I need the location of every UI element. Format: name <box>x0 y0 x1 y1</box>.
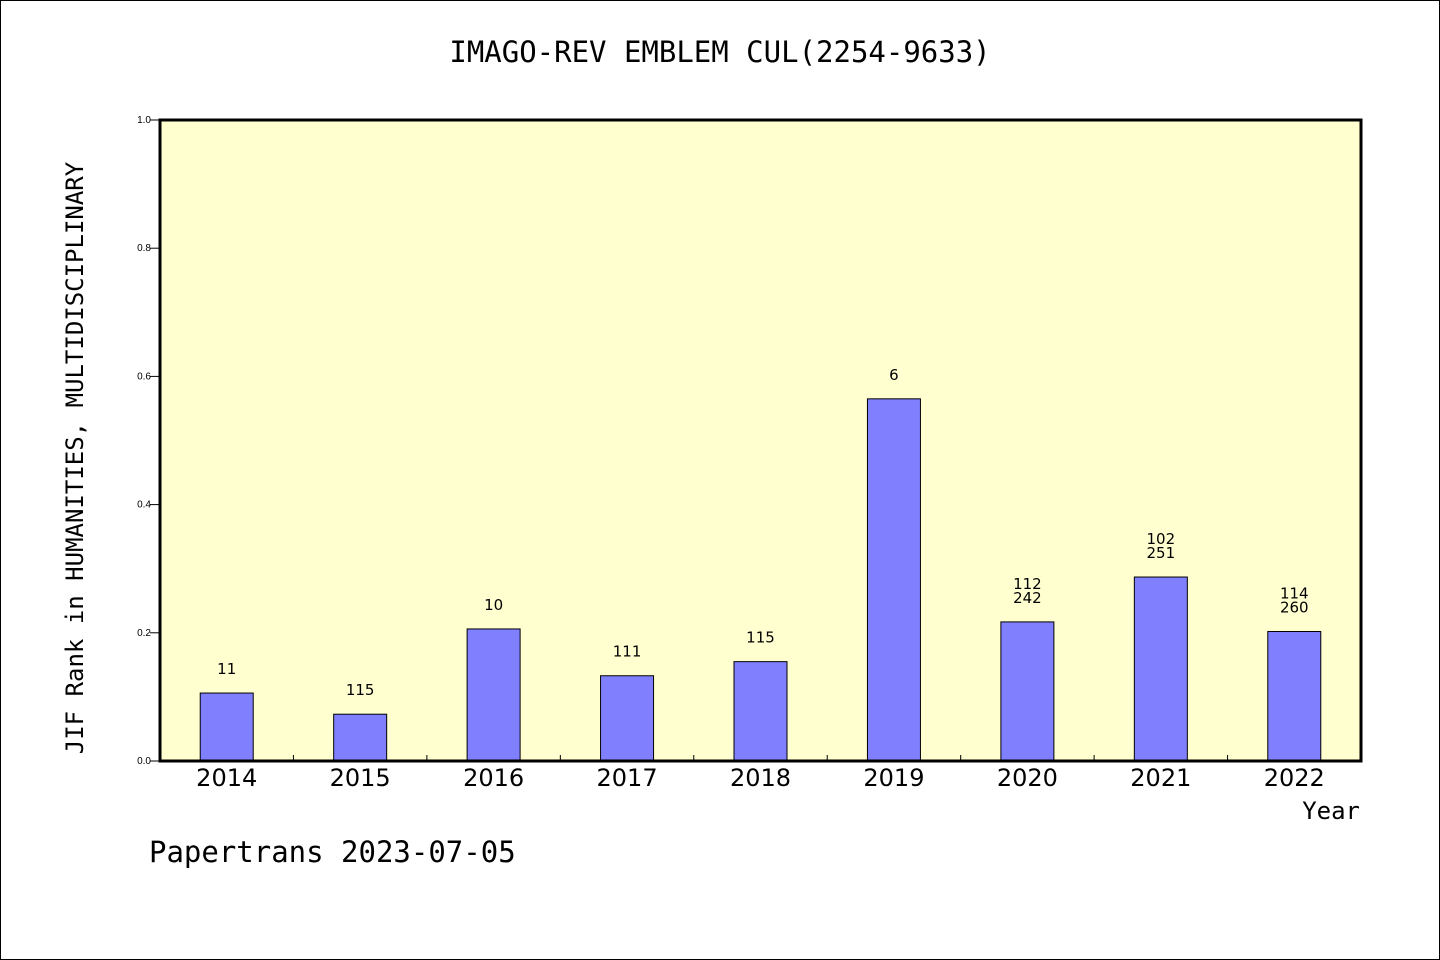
bar-label-2020-2: 242 <box>1013 589 1042 607</box>
bar-2022 <box>1267 631 1322 762</box>
y-tick-label-0.4: 0.4 <box>137 500 151 511</box>
bar-label-2020-1: 112 <box>1013 575 1042 593</box>
footer-caption: Papertrans 2023-07-05 <box>149 835 516 869</box>
bar-2017 <box>600 675 655 762</box>
x-tick-label-2021: 2021 <box>1130 764 1191 792</box>
bars-group <box>199 398 1322 762</box>
x-tick-label-2018: 2018 <box>730 764 791 792</box>
bar-2018 <box>733 661 788 762</box>
x-tick-label-2016: 2016 <box>463 764 524 792</box>
y-tick-label-1.0: 1.0 <box>137 115 151 126</box>
bar-label-2019: 6 <box>889 366 899 384</box>
x-tick-label-2020: 2020 <box>997 764 1058 792</box>
bar-label-2021-1: 102 <box>1147 530 1176 548</box>
x-tick-label-2014: 2014 <box>196 764 257 792</box>
x-axis-ticks: 2014 2015 2016 2017 2018 2019 2020 2021 2022 <box>196 755 1325 792</box>
bar-2020 <box>1000 621 1055 762</box>
bar-2014 <box>199 692 254 762</box>
y-tick-label-0.8: 0.8 <box>137 243 151 254</box>
y-axis-ticks: 0.0 0.2 0.4 0.6 0.8 1.0 <box>137 115 160 767</box>
x-tick-label-2015: 2015 <box>330 764 391 792</box>
y-tick-label-0.0: 0.0 <box>137 756 151 767</box>
bar-label-2021-2: 251 <box>1147 544 1176 562</box>
x-tick-label-2022: 2022 <box>1264 764 1325 792</box>
y-axis-label: JIF Rank in HUMANITIES, MULTIDISCIPLINAR… <box>61 161 89 755</box>
x-tick-label-2017: 2017 <box>597 764 658 792</box>
y-tick-label-0.2: 0.2 <box>137 628 151 639</box>
chart-title: IMAGO-REV EMBLEM CUL(2254-9633) <box>449 35 991 69</box>
bar-2015 <box>333 713 388 762</box>
bar-label-2015: 115 <box>346 681 375 699</box>
bar-label-2022-2: 260 <box>1280 599 1309 617</box>
bar-label-2017: 111 <box>613 643 642 661</box>
bar-2016 <box>466 628 521 762</box>
y-tick-label-0.6: 0.6 <box>137 371 151 382</box>
bar-label-2014: 11 <box>217 660 236 678</box>
bar-2021 <box>1133 576 1188 762</box>
bar-label-2016: 10 <box>484 596 503 614</box>
bar-label-2022-1: 114 <box>1280 585 1309 603</box>
x-axis-label: Year <box>1302 797 1360 825</box>
x-tick-label-2019: 2019 <box>863 764 924 792</box>
plot-border <box>158 118 1363 763</box>
bar-2019 <box>866 398 921 762</box>
bar-label-2018: 115 <box>746 629 775 647</box>
